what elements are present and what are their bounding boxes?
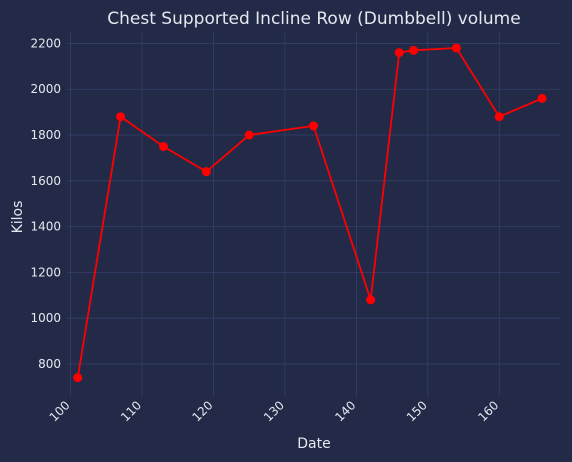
- y-tick-label: 1000: [30, 311, 61, 325]
- series-line: [76, 47, 543, 378]
- data-point: [116, 112, 126, 122]
- data-point: [409, 45, 419, 55]
- data-point: [309, 121, 318, 131]
- x-axis-label: Date: [297, 436, 330, 452]
- x-gridlines: [70, 32, 500, 396]
- data-point: [158, 141, 168, 151]
- y-tick-labels: 800 1000 1200 1400 1600 1800 2000 2200: [30, 36, 61, 371]
- data-point: [73, 373, 83, 383]
- series-group: [73, 43, 547, 383]
- data-point: [201, 167, 211, 177]
- data-point: [537, 93, 547, 103]
- data-point: [451, 43, 461, 53]
- data-point: [244, 130, 254, 140]
- y-tick-label: 2000: [30, 82, 61, 96]
- chart-title: Chest Supported Incline Row (Dumbbell) v…: [107, 9, 520, 29]
- y-tick-label: 1600: [30, 174, 61, 188]
- data-point: [394, 48, 404, 58]
- data-point: [366, 295, 376, 305]
- y-tick-label: 1800: [30, 128, 61, 142]
- y-tick-label: 800: [38, 357, 61, 371]
- y-axis-label: Kilos: [10, 201, 26, 234]
- y-tick-label: 1200: [30, 265, 61, 279]
- y-gridlines: [67, 43, 560, 365]
- y-tick-label: 1400: [30, 220, 61, 234]
- data-point: [494, 112, 504, 122]
- y-tick-label: 2200: [30, 36, 61, 50]
